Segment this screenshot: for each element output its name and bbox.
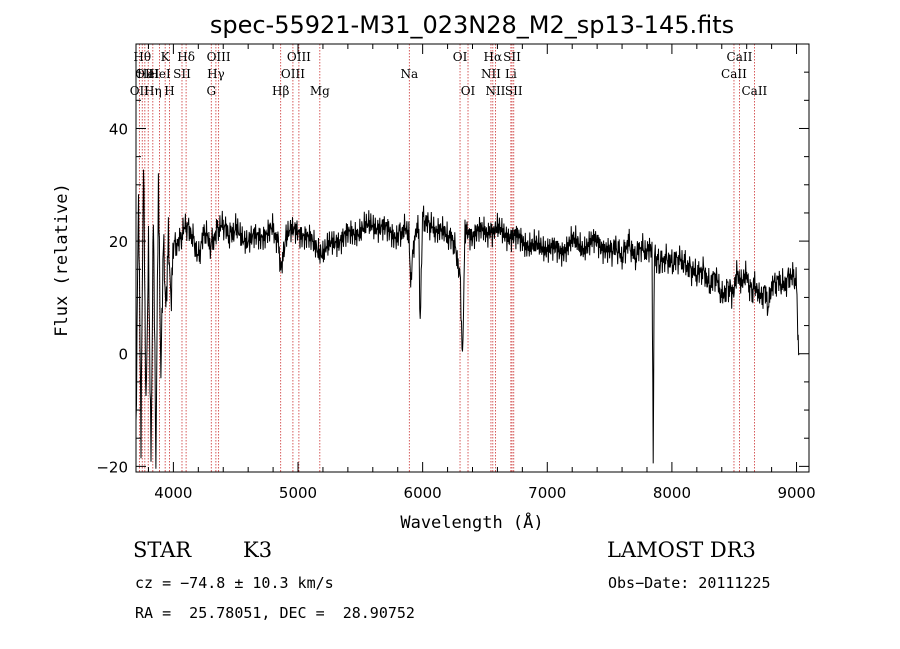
y-tick-label: 40 (109, 120, 128, 138)
x-tick-label: 8000 (653, 484, 691, 502)
line-marker-label: Na (400, 67, 418, 81)
line-marker-label: OII (130, 84, 150, 98)
line-marker-label: Li (505, 67, 517, 81)
line-marker-label: OIII (287, 50, 311, 64)
spectrum-line (135, 169, 800, 469)
line-marker-label: NII (481, 67, 501, 81)
object-class: STAR (133, 538, 192, 562)
coordinates: RA = 25.78051, DEC = 28.90752 (135, 604, 415, 622)
chart-title: spec-55921-M31_023N28_M2_sp13-145.fits (210, 11, 734, 39)
line-marker-label: OIII (281, 67, 305, 81)
line-marker-label: Mg (310, 84, 330, 98)
line-marker-label: OII (135, 67, 155, 81)
line-marker-label: Hθ (133, 50, 151, 64)
x-tick-label: 7000 (528, 484, 566, 502)
line-marker-label: SII (503, 50, 521, 64)
line-marker-label: K (161, 50, 171, 64)
line-marker-label: HeI (137, 67, 160, 81)
line-marker-label: CaII (741, 84, 767, 98)
y-tick-label: −20 (96, 458, 128, 476)
x-tick-label: 4000 (154, 484, 192, 502)
object-subclass: K3 (243, 538, 273, 562)
line-marker-label: Hη (144, 84, 162, 98)
line-marker-label: OI (453, 50, 468, 64)
plot-frame (135, 43, 810, 473)
line-marker-label: H (164, 84, 174, 98)
line-marker-label: Hγ (207, 67, 225, 81)
line-marker-label: NII (485, 84, 505, 98)
x-tick-label: 5000 (279, 484, 317, 502)
line-marker-label: HeI (148, 67, 171, 81)
line-marker-label: Hβ (272, 84, 289, 98)
line-marker-label: SII (505, 84, 523, 98)
tick-labels: 4000 5000 6000 7000 8000 9000 −20 0 20 40 (96, 120, 815, 502)
y-tick-label: 0 (118, 346, 128, 364)
x-axis-label: Wavelength (Å) (400, 511, 543, 533)
line-marker-label: OIII (207, 50, 231, 64)
redshift-readout: cz = −74.8 ± 10.3 km/s (135, 574, 334, 592)
line-marker-label: CaII (721, 67, 747, 81)
x-tick-label: 9000 (777, 484, 815, 502)
line-marker-label: Hδ (177, 50, 195, 64)
obs-date: Obs−Date: 20111225 (608, 574, 771, 592)
axis-ticks (136, 44, 809, 472)
x-tick-label: 6000 (404, 484, 442, 502)
survey-name: LAMOST DR3 (607, 538, 756, 562)
line-marker-label: G (206, 84, 216, 98)
line-marker-label: SII (173, 67, 191, 81)
line-marker-label: CaII (727, 50, 753, 64)
y-axis-label: Flux (relative) (52, 183, 72, 337)
y-tick-label: 20 (109, 233, 128, 251)
line-marker-label: Hα (484, 50, 503, 64)
line-marker-labels: OIIHθOIIHeIHηHeIKHSIIHδGHγOIIIHβOIIIOIII… (130, 50, 768, 98)
line-marker-label: OI (461, 84, 476, 98)
